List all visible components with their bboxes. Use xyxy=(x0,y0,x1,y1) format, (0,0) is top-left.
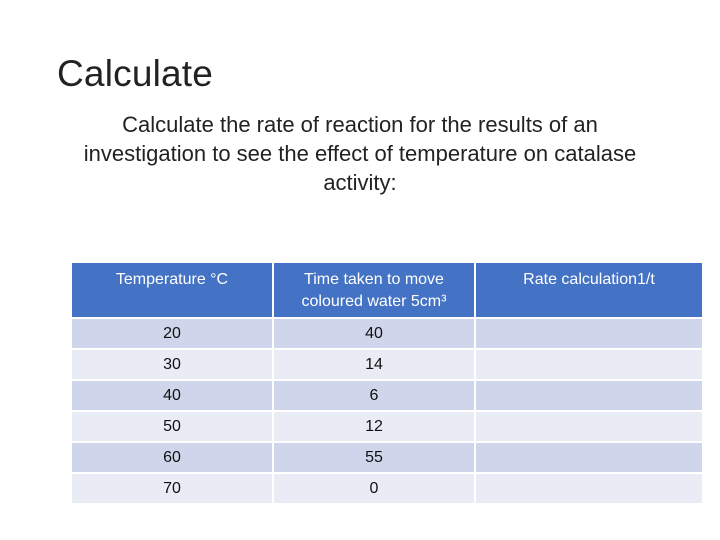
table-row: 50 12 xyxy=(72,412,702,441)
table-row: 30 14 xyxy=(72,350,702,379)
cell-time: 12 xyxy=(274,412,474,441)
cell-temperature: 50 xyxy=(72,412,272,441)
instruction-text: Calculate the rate of reaction for the r… xyxy=(83,112,637,195)
header-time-taken: Time taken to move coloured water 5cm³ xyxy=(274,263,474,317)
header-rate-calculation: Rate calculation1/t xyxy=(476,263,702,317)
cell-time: 40 xyxy=(274,319,474,348)
table-header-row: Temperature °C Time taken to move colour… xyxy=(72,263,702,317)
results-table: Temperature °C Time taken to move colour… xyxy=(70,261,704,505)
table-row: 20 40 xyxy=(72,319,702,348)
cell-time: 0 xyxy=(274,474,474,503)
cell-rate xyxy=(476,319,702,348)
table-row: 70 0 xyxy=(72,474,702,503)
cell-rate xyxy=(476,381,702,410)
header-temperature: Temperature °C xyxy=(72,263,272,317)
cell-rate xyxy=(476,350,702,379)
cell-rate xyxy=(476,474,702,503)
table-row: 60 55 xyxy=(72,443,702,472)
cell-time: 55 xyxy=(274,443,474,472)
cell-temperature: 20 xyxy=(72,319,272,348)
cell-rate xyxy=(476,412,702,441)
cell-temperature: 30 xyxy=(72,350,272,379)
cell-rate xyxy=(476,443,702,472)
cell-temperature: 60 xyxy=(72,443,272,472)
table-row: 40 6 xyxy=(72,381,702,410)
cell-temperature: 70 xyxy=(72,474,272,503)
cell-temperature: 40 xyxy=(72,381,272,410)
cell-time: 6 xyxy=(274,381,474,410)
slide-title: Calculate xyxy=(57,53,214,94)
cell-time: 14 xyxy=(274,350,474,379)
